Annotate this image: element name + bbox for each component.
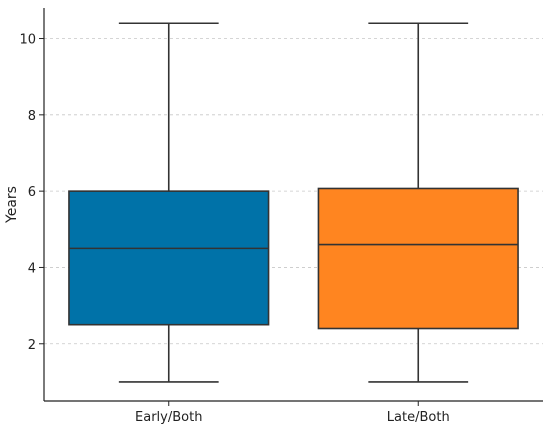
axes	[43, 8, 543, 402]
iqr-box	[317, 187, 519, 330]
x-tick-label: Late/Both	[387, 410, 450, 424]
y-tick-label: 10	[19, 33, 36, 48]
y-tick-label: 4	[28, 261, 36, 276]
box-series	[68, 22, 519, 383]
box-1	[68, 22, 270, 383]
y-tick-label: 2	[28, 338, 36, 353]
y-tick-label: 8	[28, 109, 36, 124]
y-tick-label: 6	[28, 185, 36, 200]
y-axis-ticks: 2 4 6 8 10	[19, 33, 44, 353]
x-tick-label: Early/Both	[135, 410, 202, 424]
box-2	[317, 22, 519, 383]
y-axis-label: Years	[4, 186, 20, 224]
iqr-box	[68, 190, 270, 326]
x-axis-ticks: Early/Both Late/Both	[135, 401, 450, 424]
